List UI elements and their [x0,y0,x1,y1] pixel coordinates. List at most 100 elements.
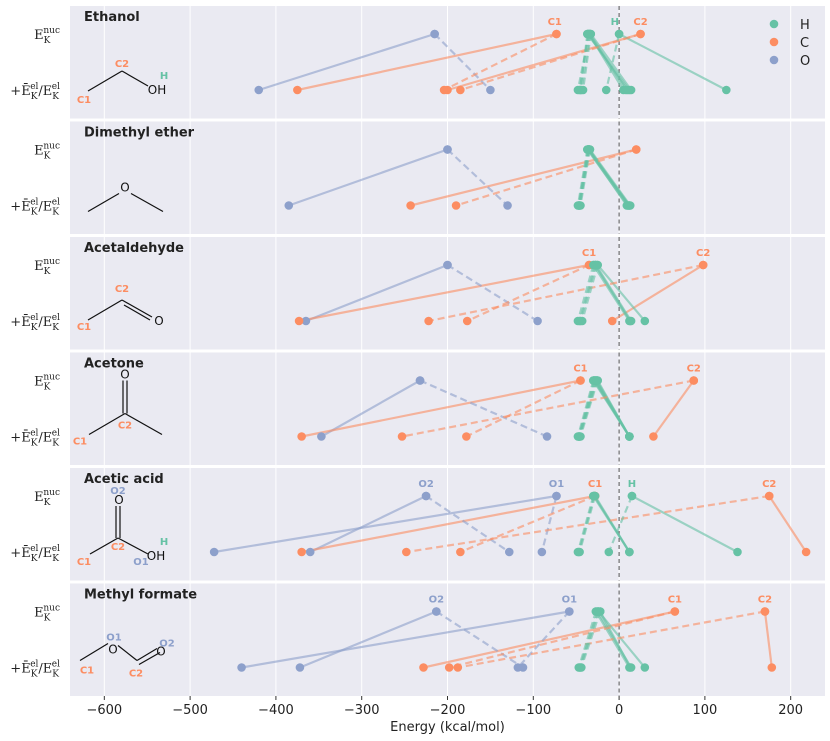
point-H [577,316,587,326]
atom-label: O [120,181,129,195]
point-C [424,316,433,326]
atom-label: C1 [77,322,91,333]
point-O [443,260,452,270]
point-O [209,547,219,557]
x-tick-label: −600 [86,703,122,718]
solid-link-O [213,494,557,554]
bond [87,70,123,92]
atom-label: O [108,643,117,657]
solid-link-C [297,32,557,92]
solid-link-O [309,495,427,553]
point-C [552,29,561,39]
dashed-link-O [540,495,558,553]
point-O [486,85,495,95]
bond [124,412,163,436]
solid-link-C [768,495,808,553]
point-label: O2 [429,595,445,606]
solid-link-O [258,32,435,92]
point-O [254,85,264,95]
point-O [542,432,552,441]
solid-link-C [423,610,676,669]
point-label: C1 [548,17,562,28]
point-O [565,607,574,616]
row-label-nuclear: EKnuc [34,604,60,624]
point-H [586,29,596,39]
point-H [722,85,731,95]
dashed-link-O [433,33,492,91]
point-H [576,432,585,441]
point-label: C1 [588,479,602,490]
point-label: C2 [696,248,710,259]
x-axis: −600 −500 −400 −300 −200 −100 0 100 200 Energy (k… [86,696,803,735]
x-tick-label: 100 [692,703,717,718]
dashed-link-O [446,148,509,207]
point-O [301,316,311,326]
dashed-link-O [446,264,539,322]
x-tick-label: −100 [515,703,551,718]
panel-methyl-formate: EKnuc +ĒKel/EKel O2 O1 C1 C2 Methyl formate [10,583,825,696]
dashed-link-O [425,495,510,553]
solid-link-H [596,264,646,322]
point-O [432,607,441,616]
point-H [640,316,650,326]
dashed-link-C [466,264,590,322]
dashed-link-H [605,33,621,91]
solid-link-H [594,495,631,553]
point-H [575,201,584,210]
solid-link-C [611,264,704,322]
panel-title: Methyl formate [84,588,197,603]
dashed-link-H [579,33,589,91]
point-H [601,85,611,95]
bond [138,651,161,666]
point-H [614,29,624,39]
atom-label: O1 [133,557,149,568]
point-H [625,547,634,557]
point-C [293,85,302,95]
dashed-link-H [580,611,602,668]
x-tick-label: 0 [615,703,623,718]
atom-label: C2 [118,421,132,432]
point-C [462,432,471,441]
point-label: O2 [418,479,434,490]
panel-ethanol: EKnuc +ĒKel/EKel C1 H C2 Ethanol [10,6,825,119]
point-label: H [628,479,636,490]
row-label-electronic: +ĒKel/EKel [10,313,60,333]
solid-link-O [288,148,448,207]
solid-link-C [763,611,773,668]
point-C [397,432,407,441]
dashed-link-H [576,264,595,322]
point-O [503,201,512,210]
point-O [237,663,246,672]
atom-label: C1 [77,557,91,568]
x-tick-label: −200 [430,703,466,718]
point-H [593,260,602,270]
molecule-drawing: C1 C2 O [77,284,164,333]
panel-acetic-acid: EKnuc +ĒKel/EKel O2 O1 C1 H C2 Acetic acid [10,468,825,581]
atom-label: O [120,368,129,382]
atom-label: O [154,314,163,328]
point-O [504,547,514,557]
point-label: C2 [758,595,772,606]
solid-link-C [652,379,695,438]
point-C [462,316,472,326]
point-C [576,376,585,385]
point-H [625,432,634,441]
dashed-link-H [579,380,599,437]
point-label: C1 [582,248,596,259]
legend-marker-C [769,37,779,47]
atom-label: C2 [115,59,129,70]
bond [117,537,149,555]
bond [87,192,120,213]
legend-label: O [800,54,810,69]
row-label-nuclear: EKnuc [34,26,60,46]
point-H [604,547,614,557]
panel-title: Acetaldehyde [84,241,184,256]
dashed-link-C [401,379,694,438]
point-H [627,491,637,501]
dashed-link-H [578,495,597,553]
dashed-link-O [517,610,571,669]
point-O [537,547,547,557]
